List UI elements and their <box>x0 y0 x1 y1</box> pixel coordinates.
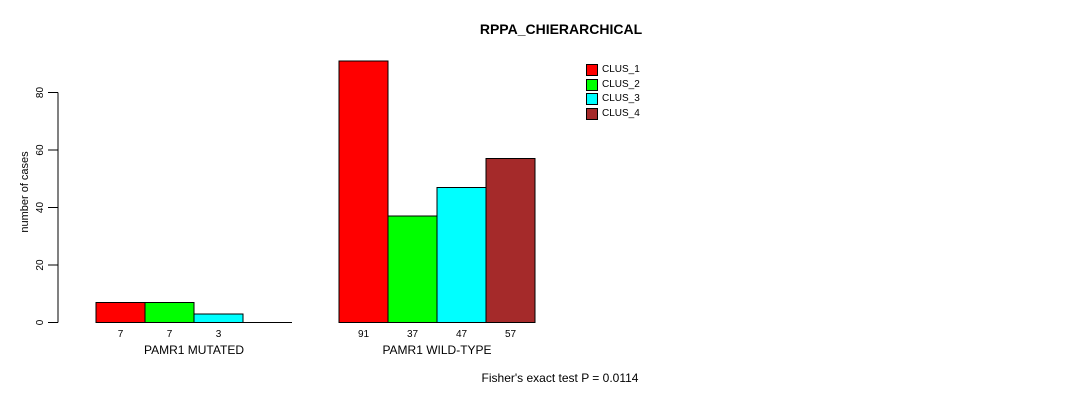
bar-value-label: 57 <box>505 329 517 340</box>
legend-swatch-icon <box>586 64 598 77</box>
legend-label: CLUS_1 <box>602 64 640 76</box>
legend-item-CLUS_3: CLUS_3 <box>586 92 640 107</box>
legend-swatch-icon <box>586 78 598 91</box>
bar-value-label: 47 <box>456 329 468 340</box>
bar-value-label: 7 <box>167 329 173 340</box>
x-group-label: PAMR1 WILD-TYPE <box>382 343 491 357</box>
bar-value-label: 7 <box>118 329 124 340</box>
bar-CLUS_3 <box>193 313 244 323</box>
y-tick-label: 0 <box>35 319 46 325</box>
x-group-label: PAMR1 MUTATED <box>144 343 244 357</box>
bar-value-label: 91 <box>358 329 370 340</box>
y-tick-label: 20 <box>35 259 46 271</box>
chart-title: RPPA_CHIERARCHICAL <box>479 21 643 37</box>
legend-swatch-icon <box>586 93 598 106</box>
legend-item-CLUS_4: CLUS_4 <box>586 107 640 122</box>
bar-value-label: 3 <box>216 329 222 340</box>
annotation-fisher-test: Fisher's exact test P = 0.0114 <box>481 371 639 385</box>
bar-CLUS_2 <box>387 215 438 323</box>
legend-swatch-icon <box>586 107 598 120</box>
bar-value-label: 37 <box>407 329 419 340</box>
bar-CLUS_1 <box>95 301 146 323</box>
legend-item-CLUS_1: CLUS_1 <box>586 63 640 78</box>
legend-label: CLUS_3 <box>602 93 640 105</box>
y-tick-label: 60 <box>35 144 46 156</box>
bar-CLUS_4 <box>485 158 536 323</box>
y-axis-title: number of cases <box>19 151 31 233</box>
y-tick-label: 80 <box>35 87 46 99</box>
legend: CLUS_1 CLUS_2 CLUS_3 CLUS_4 <box>586 63 640 121</box>
legend-item-CLUS_2: CLUS_2 <box>586 78 640 93</box>
legend-label: CLUS_4 <box>602 107 640 119</box>
bar-CLUS_3 <box>436 186 487 323</box>
y-tick-label: 40 <box>35 202 46 214</box>
bar-CLUS_2 <box>144 301 195 323</box>
legend-label: CLUS_2 <box>602 78 640 90</box>
bar-CLUS_1 <box>338 60 389 323</box>
